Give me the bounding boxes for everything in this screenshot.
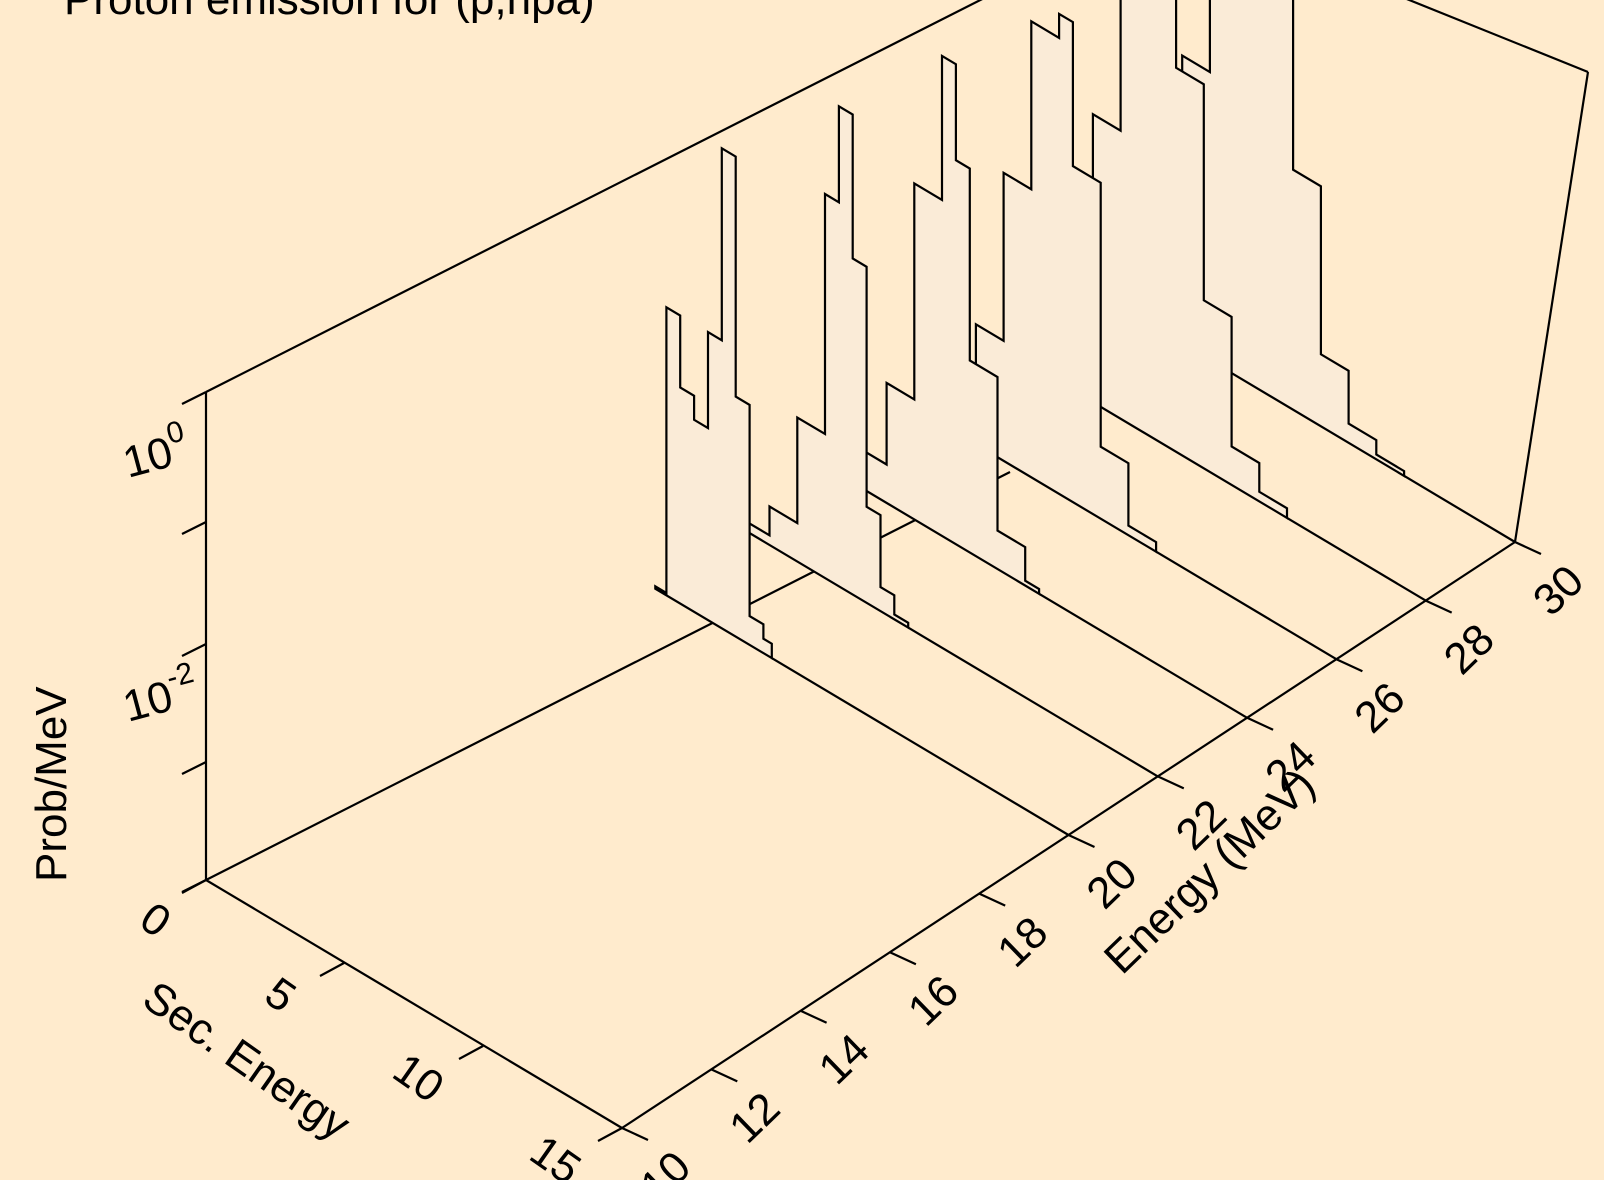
x-tick-label: 5	[256, 968, 304, 1022]
y-tick	[1425, 599, 1453, 614]
z-tick-label: 10-2	[116, 656, 204, 732]
z-tick-minor	[181, 761, 207, 775]
y-tick	[621, 1127, 649, 1141]
series-baseline-28	[1286, 516, 1427, 602]
y-tick-label: 30	[1524, 556, 1593, 625]
series-baseline-20	[771, 657, 1070, 836]
x-tick	[319, 962, 345, 977]
series-area-24	[832, 53, 1041, 596]
y-tick	[889, 951, 917, 966]
y-tick-label: 16	[899, 966, 968, 1035]
z-tick-minor	[181, 521, 207, 535]
y-tick-label: 10	[631, 1142, 700, 1180]
series-baseline-26	[1155, 550, 1337, 661]
z-axis-title: Prob/MeV	[27, 686, 76, 882]
y-tick-label: 12	[720, 1083, 789, 1152]
y-tick	[1514, 541, 1542, 555]
back-left-edge	[205, 0, 983, 393]
chart-title: Proton emission for (p,npa)	[64, 0, 595, 24]
curves-group	[654, 0, 1516, 836]
z-tick-major	[181, 391, 207, 405]
series-area-22	[743, 104, 910, 630]
x-tick	[181, 879, 207, 894]
y-tick-label: 28	[1435, 615, 1504, 684]
series-area-20	[654, 146, 773, 661]
y-tick	[800, 1009, 828, 1024]
axis-frame	[204, 0, 1590, 1129]
y-tick-label: 18	[988, 908, 1057, 977]
x-tick-label: 15	[521, 1126, 589, 1180]
y-tick	[1335, 658, 1363, 673]
series-baseline-30	[1403, 474, 1516, 543]
series-baseline-22	[907, 626, 1159, 778]
z-tick-major	[181, 643, 207, 657]
y-tick-label: 26	[1345, 673, 1414, 742]
y-tick	[1246, 716, 1274, 731]
x-tick	[597, 1127, 623, 1142]
x-tick-label: 10	[384, 1044, 452, 1112]
y-tick	[710, 1068, 738, 1083]
y-tick	[1068, 834, 1095, 848]
x-axis-title: Sec. Energy	[134, 972, 358, 1150]
series-baseline-24	[1038, 592, 1248, 719]
x-tick	[458, 1045, 484, 1060]
front-floor-edge	[205, 879, 623, 1129]
y-tick	[1157, 775, 1185, 790]
z-axis-ticks: 100 10-2	[116, 391, 207, 893]
y-tick-label: 14	[810, 1025, 879, 1094]
y-tick	[978, 892, 1006, 907]
back-right-edge	[1513, 71, 1590, 543]
left-floor-edge	[205, 471, 1011, 881]
z-tick-label: 100	[116, 415, 194, 488]
back-top-edge	[1406, 0, 1589, 74]
x-tick-label: 0	[131, 893, 179, 947]
